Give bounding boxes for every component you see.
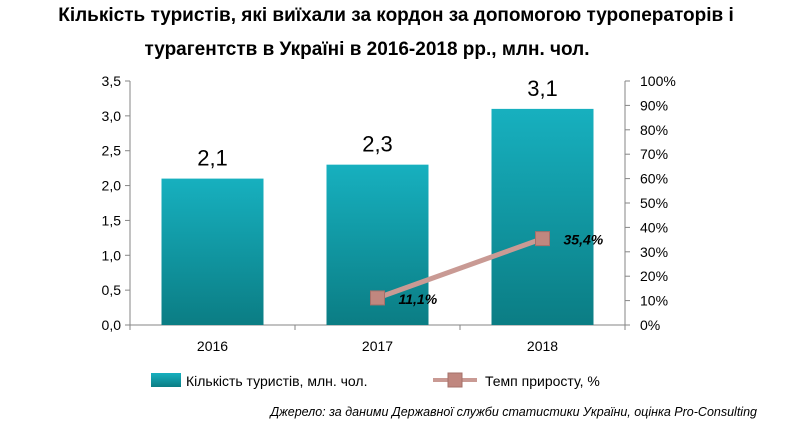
legend: Кількість туристів, млн. чол. Темп прирос… [151,372,600,389]
chart-title-line1: Кількість туристів, які виїхали за кордо… [58,5,734,26]
y-left-tick-label: 0,5 [102,282,122,298]
source-note: Джерело: за даними Державної служби стат… [270,405,757,419]
line-series: 11,1% 35,4% [370,231,604,307]
axes: 0,0 0,5 1,0 1,5 2,0 2,5 3,0 3,5 0% 10% 20% 30% 40% 50… [102,73,676,354]
y-right-tick-label: 90% [640,97,668,113]
y-right-tick-label: 30% [640,244,668,260]
growth-rate-label: 35,4% [564,232,604,248]
y-right-tick-label: 80% [640,122,668,138]
legend-bar-swatch [151,373,181,387]
x-tick-label: 2017 [362,338,393,354]
chart-title-line2: турагентств в Україні в 2016-2018 рр., м… [144,39,590,60]
growth-rate-marker [535,231,550,247]
y-right-tick-label: 20% [640,268,668,284]
x-tick-label: 2016 [197,338,228,354]
y-right-tick-label: 50% [640,195,668,211]
bar-data-label: 2,3 [362,132,393,157]
y-left-tick-label: 1,5 [102,212,122,228]
y-right-tick-label: 70% [640,146,668,162]
y-right-tick-label: 10% [640,293,668,309]
y-left-tick-label: 2,5 [102,143,122,159]
legend-line-label: Темп приросту, % [485,373,600,389]
bar [161,178,264,325]
legend-line-marker [447,372,463,388]
bar-data-label: 2,1 [197,146,228,171]
y-left-tick-label: 3,5 [102,73,122,89]
y-right-tick-label: 100% [640,73,676,89]
growth-rate-line [376,236,544,301]
legend-bar-label: Кількість туристів, млн. чол. [186,373,367,389]
y-right-tick-label: 40% [640,219,668,235]
y-right-tick-label: 0% [640,317,660,333]
y-left-tick-label: 2,0 [102,178,122,194]
bar-data-label: 3,1 [527,76,558,101]
bar [491,108,594,325]
bar-series: 2,1 2,3 3,1 [161,76,594,325]
y-left-tick-label: 3,0 [102,108,122,124]
growth-rate-label: 11,1% [399,291,438,307]
x-tick-label: 2018 [527,338,558,354]
growth-rate-marker [370,290,385,306]
y-left-tick-label: 0,0 [102,317,122,333]
y-right-tick-label: 60% [640,171,668,187]
y-left-tick-label: 1,0 [102,247,122,263]
